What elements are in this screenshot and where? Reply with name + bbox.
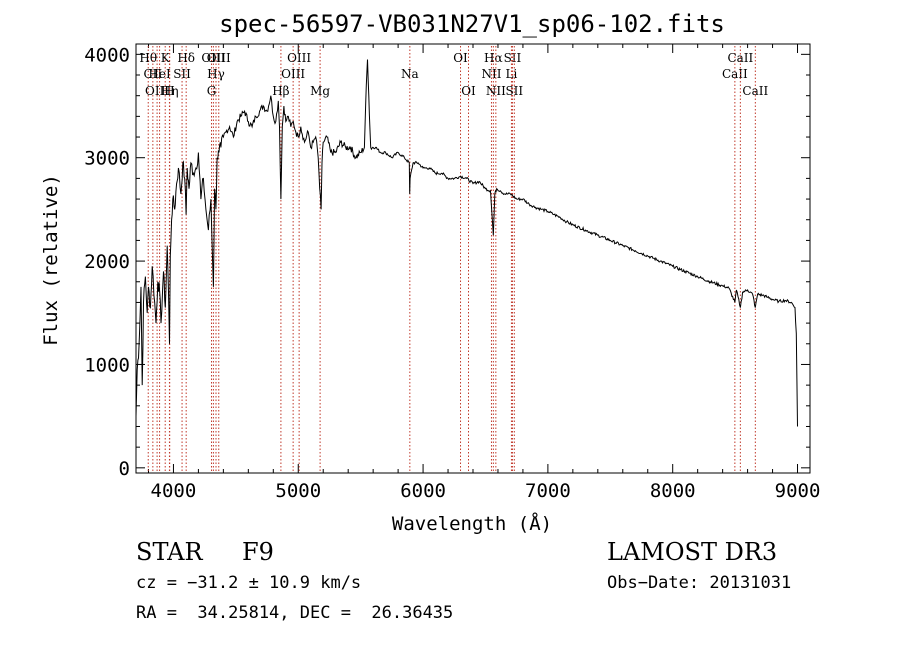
object-class: STAR [136,538,203,566]
survey-name: LAMOST DR3 [607,538,778,566]
spectral-line-label: OIII [201,51,225,65]
y-tick-label: 0 [119,458,130,480]
spectral-line-label: Hα [484,51,503,65]
spectrum-chart: spec-56597-VB031N27V1_sp06-102.fits 4000… [40,10,821,535]
x-tick-label: 8000 [650,480,696,502]
spectral-line-label: Mg [310,84,330,98]
spectral-line-label: Na [401,67,419,81]
y-tick-label: 2000 [84,251,130,273]
spectral-line-label: SII [504,51,522,65]
spectral-line-label: NII [481,67,501,81]
spectral-line-label: SII [505,84,523,98]
spectral-line-label: OI [461,84,476,98]
spectral-line-label: Hη [161,84,179,98]
redshift-cz: cz = −31.2 ± 10.9 km/s [136,573,362,593]
chart-title: spec-56597-VB031N27V1_sp06-102.fits [219,10,725,38]
spectral-line-label: OI [453,51,468,65]
spectral-line-label: Hθ [139,51,157,65]
x-tick-label: 7000 [525,480,571,502]
x-tick-label: 5000 [275,480,321,502]
spectral-line-label: OIII [207,51,231,65]
spectral-line-label: CII [144,67,163,81]
object-subclass: F9 [242,538,274,566]
y-tick-label: 1000 [84,354,130,376]
spectral-line-label: CaII [722,67,748,81]
spectral-line-label: CaII [727,51,753,65]
spectrum-line [135,59,798,427]
x-tick-label: 6000 [400,480,446,502]
spectral-line-label: Hβ [272,84,289,98]
spectral-line-label: SII [173,67,191,81]
x-tick-label: 9000 [775,480,821,502]
spectral-line-label: OIII [287,51,311,65]
spectral-line-label: Hγ [207,67,225,81]
spectral-line-label: H [164,84,174,98]
spectral-line-label: K [161,51,171,65]
obs-date: Obs−Date: 20131031 [607,573,792,593]
spectral-line-label: OIII [145,84,169,98]
spectral-line-label: NII [486,84,506,98]
y-axis-label: Flux (relative) [40,174,62,346]
spectral-line-label: OIII [281,67,305,81]
spectral-line-label: CaII [742,84,768,98]
plot-frame [135,43,811,474]
coordinates: RA = 34.25814, DEC = 26.36435 [136,603,454,623]
y-tick-label: 4000 [84,44,130,66]
x-tick-label: 4000 [151,480,197,502]
x-axis-label: Wavelength (Å) [392,512,552,535]
spectral-line-label: HeI [148,67,171,81]
spectral-line-label: Hδ [177,51,195,65]
spectral-line-label: G [207,84,217,98]
spectral-line-label: Li [506,67,518,81]
y-tick-label: 3000 [84,148,130,170]
